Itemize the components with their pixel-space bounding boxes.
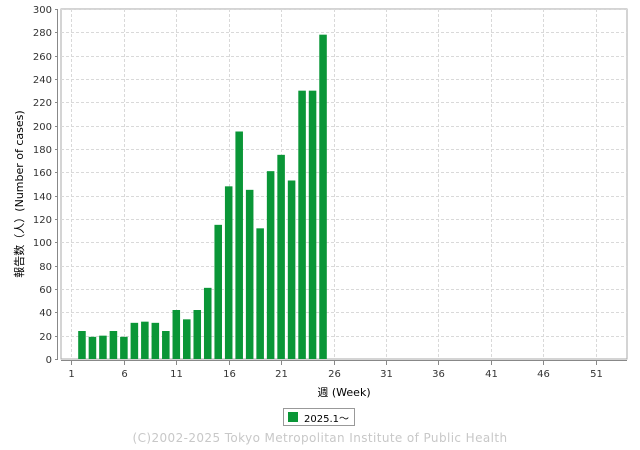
y-tick-label: 220 [33,98,52,109]
bar [298,90,306,360]
y-tick-label: 160 [33,168,52,179]
legend: 2025.1〜 [283,408,355,426]
x-tick-label: 21 [275,369,288,380]
bar [308,90,317,360]
bar [256,228,264,359]
y-tick-label: 20 [39,332,52,343]
bar [287,180,296,359]
bar [266,171,275,359]
y-tick-label: 280 [33,28,52,39]
bar [162,331,170,359]
y-tick-label: 140 [33,192,52,203]
y-tick-label: 260 [33,52,52,63]
plot-area [60,8,628,360]
x-tick-label: 6 [121,369,127,380]
x-axis-label: 週 (Week) [317,386,370,399]
bar [88,336,97,359]
bars [78,34,327,360]
x-ticks: 1 6 11 16 21 26 31 36 41 46 51 [68,361,603,380]
y-tick-label: 0 [46,355,52,366]
bar [130,322,139,359]
bar [203,287,212,359]
bar [172,310,181,359]
legend-swatch [288,412,298,422]
legend-label: 2025.1〜 [304,413,349,425]
y-tick-label: 300 [33,5,52,16]
y-axis-label: 報告数（人）(Number of cases) [13,110,26,277]
x-tick-label: 1 [68,369,74,380]
y-tick-label: 240 [33,75,52,86]
bar [319,34,327,360]
x-tick-label: 11 [170,369,183,380]
x-tick-label: 46 [537,369,550,380]
bar [120,336,128,359]
bar [183,319,191,359]
x-tick-label: 36 [432,369,445,380]
x-tick-label: 41 [485,369,498,380]
y-tick-label: 120 [33,215,52,226]
y-tick-label: 180 [33,145,52,156]
y-tick-label: 60 [39,285,52,296]
x-tick-label: 31 [380,369,393,380]
copyright-text: (C)2002-2025 Tokyo Metropolitan Institut… [132,431,508,445]
x-tick-label: 26 [328,369,341,380]
bar [193,310,202,359]
bar [224,186,233,359]
y-tick-label: 40 [39,308,52,319]
bar [78,331,86,359]
bar [245,189,254,359]
y-tick-label: 100 [33,238,52,249]
bar [141,321,149,359]
bar [151,322,160,359]
x-tick-label: 51 [590,369,603,380]
bar [109,331,118,359]
bar [277,154,285,359]
y-tick-label: 200 [33,122,52,133]
x-tick-label: 16 [223,369,236,380]
bar [214,224,222,359]
y-ticks: 0 20 40 60 80 100 120 140 160 180 200 220 240 260 280 3… [33,5,58,366]
y-tick-label: 80 [39,262,52,273]
bar [99,335,107,359]
bar [235,131,243,359]
